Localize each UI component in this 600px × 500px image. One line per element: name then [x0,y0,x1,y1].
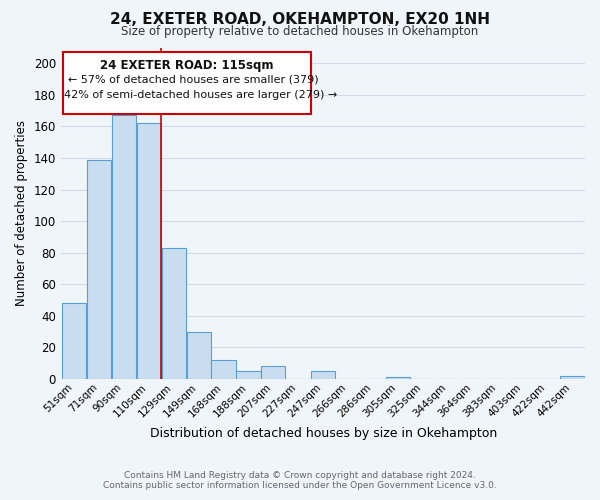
Bar [63,52,311,114]
Bar [137,124,161,379]
Y-axis label: Number of detached properties: Number of detached properties [15,120,28,306]
Bar [261,366,286,379]
Bar [560,376,584,379]
Bar [62,304,86,379]
Text: ← 57% of detached houses are smaller (379): ← 57% of detached houses are smaller (37… [68,74,319,85]
Text: 24, EXETER ROAD, OKEHAMPTON, EX20 1NH: 24, EXETER ROAD, OKEHAMPTON, EX20 1NH [110,12,490,28]
Bar [187,332,211,379]
Bar [87,160,111,379]
Bar [161,248,186,379]
Text: 24 EXETER ROAD: 115sqm: 24 EXETER ROAD: 115sqm [100,58,274,71]
Text: Size of property relative to detached houses in Okehampton: Size of property relative to detached ho… [121,25,479,38]
X-axis label: Distribution of detached houses by size in Okehampton: Distribution of detached houses by size … [149,427,497,440]
Text: Contains HM Land Registry data © Crown copyright and database right 2024.
Contai: Contains HM Land Registry data © Crown c… [103,470,497,490]
Bar [311,371,335,379]
Bar [386,378,410,379]
Bar [236,371,260,379]
Bar [211,360,236,379]
Text: 42% of semi-detached houses are larger (279) →: 42% of semi-detached houses are larger (… [64,90,337,100]
Bar [112,116,136,379]
